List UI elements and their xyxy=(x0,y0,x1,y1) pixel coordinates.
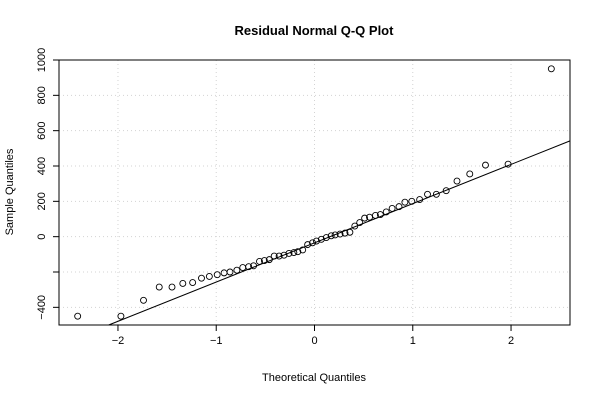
data-point xyxy=(245,263,253,271)
data-point xyxy=(294,248,302,256)
reference-line xyxy=(108,140,571,326)
data-point xyxy=(250,262,258,270)
data-point xyxy=(168,283,176,291)
x-tick-label: 0 xyxy=(311,335,317,347)
y-tick-label: 200 xyxy=(36,192,48,210)
data-point xyxy=(382,208,390,216)
y-tick-label: 0 xyxy=(36,234,48,240)
data-point xyxy=(205,272,213,280)
data-point xyxy=(290,249,298,257)
chart-title: Residual Normal Q-Q Plot xyxy=(235,23,395,38)
data-point xyxy=(442,187,450,195)
data-point xyxy=(395,203,403,211)
data-point xyxy=(453,177,461,185)
x-tick-label: 2 xyxy=(508,335,514,347)
x-tick-label: −1 xyxy=(210,335,223,347)
data-point xyxy=(313,237,320,245)
data-point xyxy=(504,160,512,168)
data-point xyxy=(361,214,369,222)
data-point xyxy=(432,190,440,198)
data-point xyxy=(74,312,82,320)
y-axis-label: Sample Quantiles xyxy=(4,148,16,235)
data-point xyxy=(299,246,307,254)
data-point xyxy=(371,212,379,219)
data-point xyxy=(466,170,474,178)
data-point xyxy=(336,230,344,238)
data-point xyxy=(285,249,293,257)
data-point xyxy=(482,161,489,169)
data-point xyxy=(547,65,555,73)
data-point xyxy=(388,204,396,212)
data-point xyxy=(341,229,349,237)
data-point xyxy=(401,198,409,206)
data-point xyxy=(155,283,163,291)
data-point xyxy=(322,234,330,242)
data-point xyxy=(416,196,424,204)
data-point xyxy=(280,251,288,259)
data-point xyxy=(117,312,125,320)
y-axis: −400 0 200 400 600 800 1000 xyxy=(36,48,59,320)
reference-line-group xyxy=(108,140,571,326)
data-point xyxy=(327,232,335,240)
data-point xyxy=(275,252,283,260)
y-tick-label: 600 xyxy=(36,121,48,139)
grid-lines xyxy=(59,59,570,325)
data-point xyxy=(265,256,273,264)
data-point xyxy=(424,190,431,198)
data-point xyxy=(304,241,312,249)
data-point xyxy=(351,222,359,230)
data-point xyxy=(256,257,263,265)
data-point xyxy=(270,252,278,260)
x-tick-label: −2 xyxy=(112,335,125,347)
x-tick-label: 1 xyxy=(410,335,416,347)
data-point xyxy=(408,197,416,205)
data-point xyxy=(226,268,234,276)
y-tick-label: 800 xyxy=(36,86,48,104)
data-point xyxy=(376,211,384,219)
data-point xyxy=(140,296,147,304)
y-tick-label: 400 xyxy=(36,157,48,175)
data-point xyxy=(356,219,364,226)
data-point xyxy=(198,274,205,282)
data-point xyxy=(220,269,228,277)
data-point xyxy=(331,231,339,239)
data-point xyxy=(260,257,268,264)
data-point xyxy=(179,280,187,287)
x-axis: −2 −1 0 1 2 xyxy=(112,325,514,347)
x-axis-label: Theoretical Quantiles xyxy=(262,372,366,384)
data-point xyxy=(189,279,197,287)
data-point xyxy=(239,264,247,272)
y-tick-label: −400 xyxy=(36,295,48,320)
data-point xyxy=(233,266,241,274)
data-point xyxy=(309,239,316,247)
data-point xyxy=(346,228,354,236)
data-point xyxy=(317,235,325,243)
y-tick-label: 1000 xyxy=(36,48,48,72)
data-points xyxy=(74,65,555,320)
data-point xyxy=(213,271,221,279)
